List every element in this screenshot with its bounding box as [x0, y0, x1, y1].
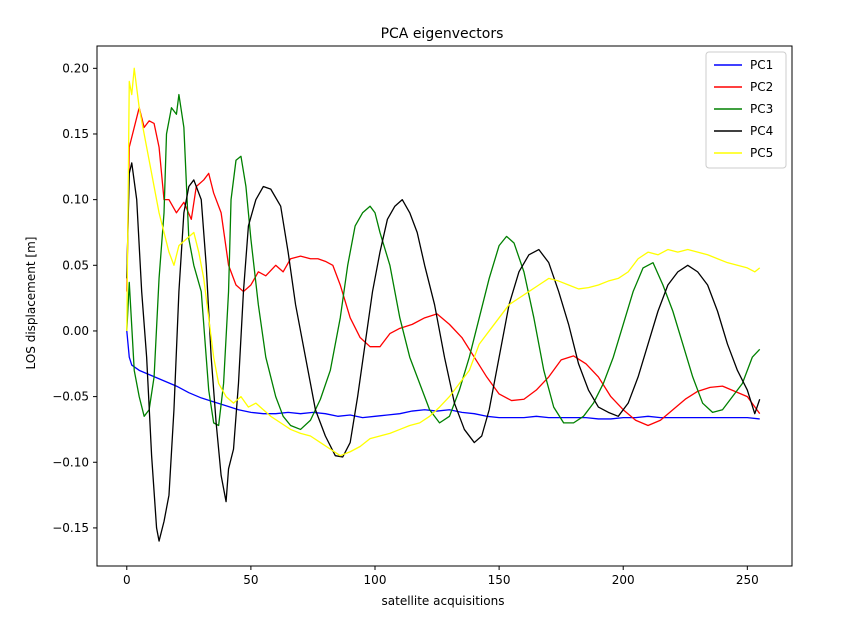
legend: PC1 PC2 PC3 PC4 PC5 — [705, 51, 787, 169]
plot-frame — [96, 45, 793, 567]
y-axis: −0.15 −0.10 −0.05 0.00 0.05 0.10 0.15 0.20 — [52, 61, 97, 535]
x-tick-label: 50 — [243, 573, 258, 587]
y-tick-label: −0.10 — [52, 455, 89, 469]
y-tick-label: 0.00 — [62, 324, 89, 338]
y-tick-label: 0.20 — [62, 61, 89, 75]
x-tick-label: 150 — [488, 573, 511, 587]
y-tick-label: 0.05 — [62, 258, 89, 272]
y-axis-title: LOS displacement [m] — [24, 237, 38, 370]
y-tick-label: −0.05 — [52, 390, 89, 404]
x-tick-label: 200 — [612, 573, 635, 587]
series-line-pc3 — [126, 93, 761, 431]
x-tick-label: 100 — [364, 573, 387, 587]
legend-label-pc4: PC4 — [750, 124, 773, 138]
legend-label-pc2: PC2 — [750, 80, 773, 94]
legend-box — [705, 51, 787, 169]
y-tick-label: 0.15 — [62, 127, 89, 141]
x-axis-title: satellite acquisitions — [382, 594, 505, 608]
series-line-pc5 — [126, 67, 761, 457]
x-axis: 0 50 100 150 200 250 — [123, 566, 759, 587]
legend-label-pc3: PC3 — [750, 102, 773, 116]
series-line-pc4 — [126, 162, 761, 542]
x-tick-label: 250 — [736, 573, 759, 587]
y-tick-label: 0.10 — [62, 193, 89, 207]
chart-title: PCA eigenvectors — [381, 26, 504, 42]
legend-label-pc5: PC5 — [750, 146, 773, 160]
series-layer — [126, 67, 761, 542]
x-tick-label: 0 — [123, 573, 131, 587]
legend-label-pc1: PC1 — [750, 58, 773, 72]
y-tick-label: −0.15 — [52, 521, 89, 535]
